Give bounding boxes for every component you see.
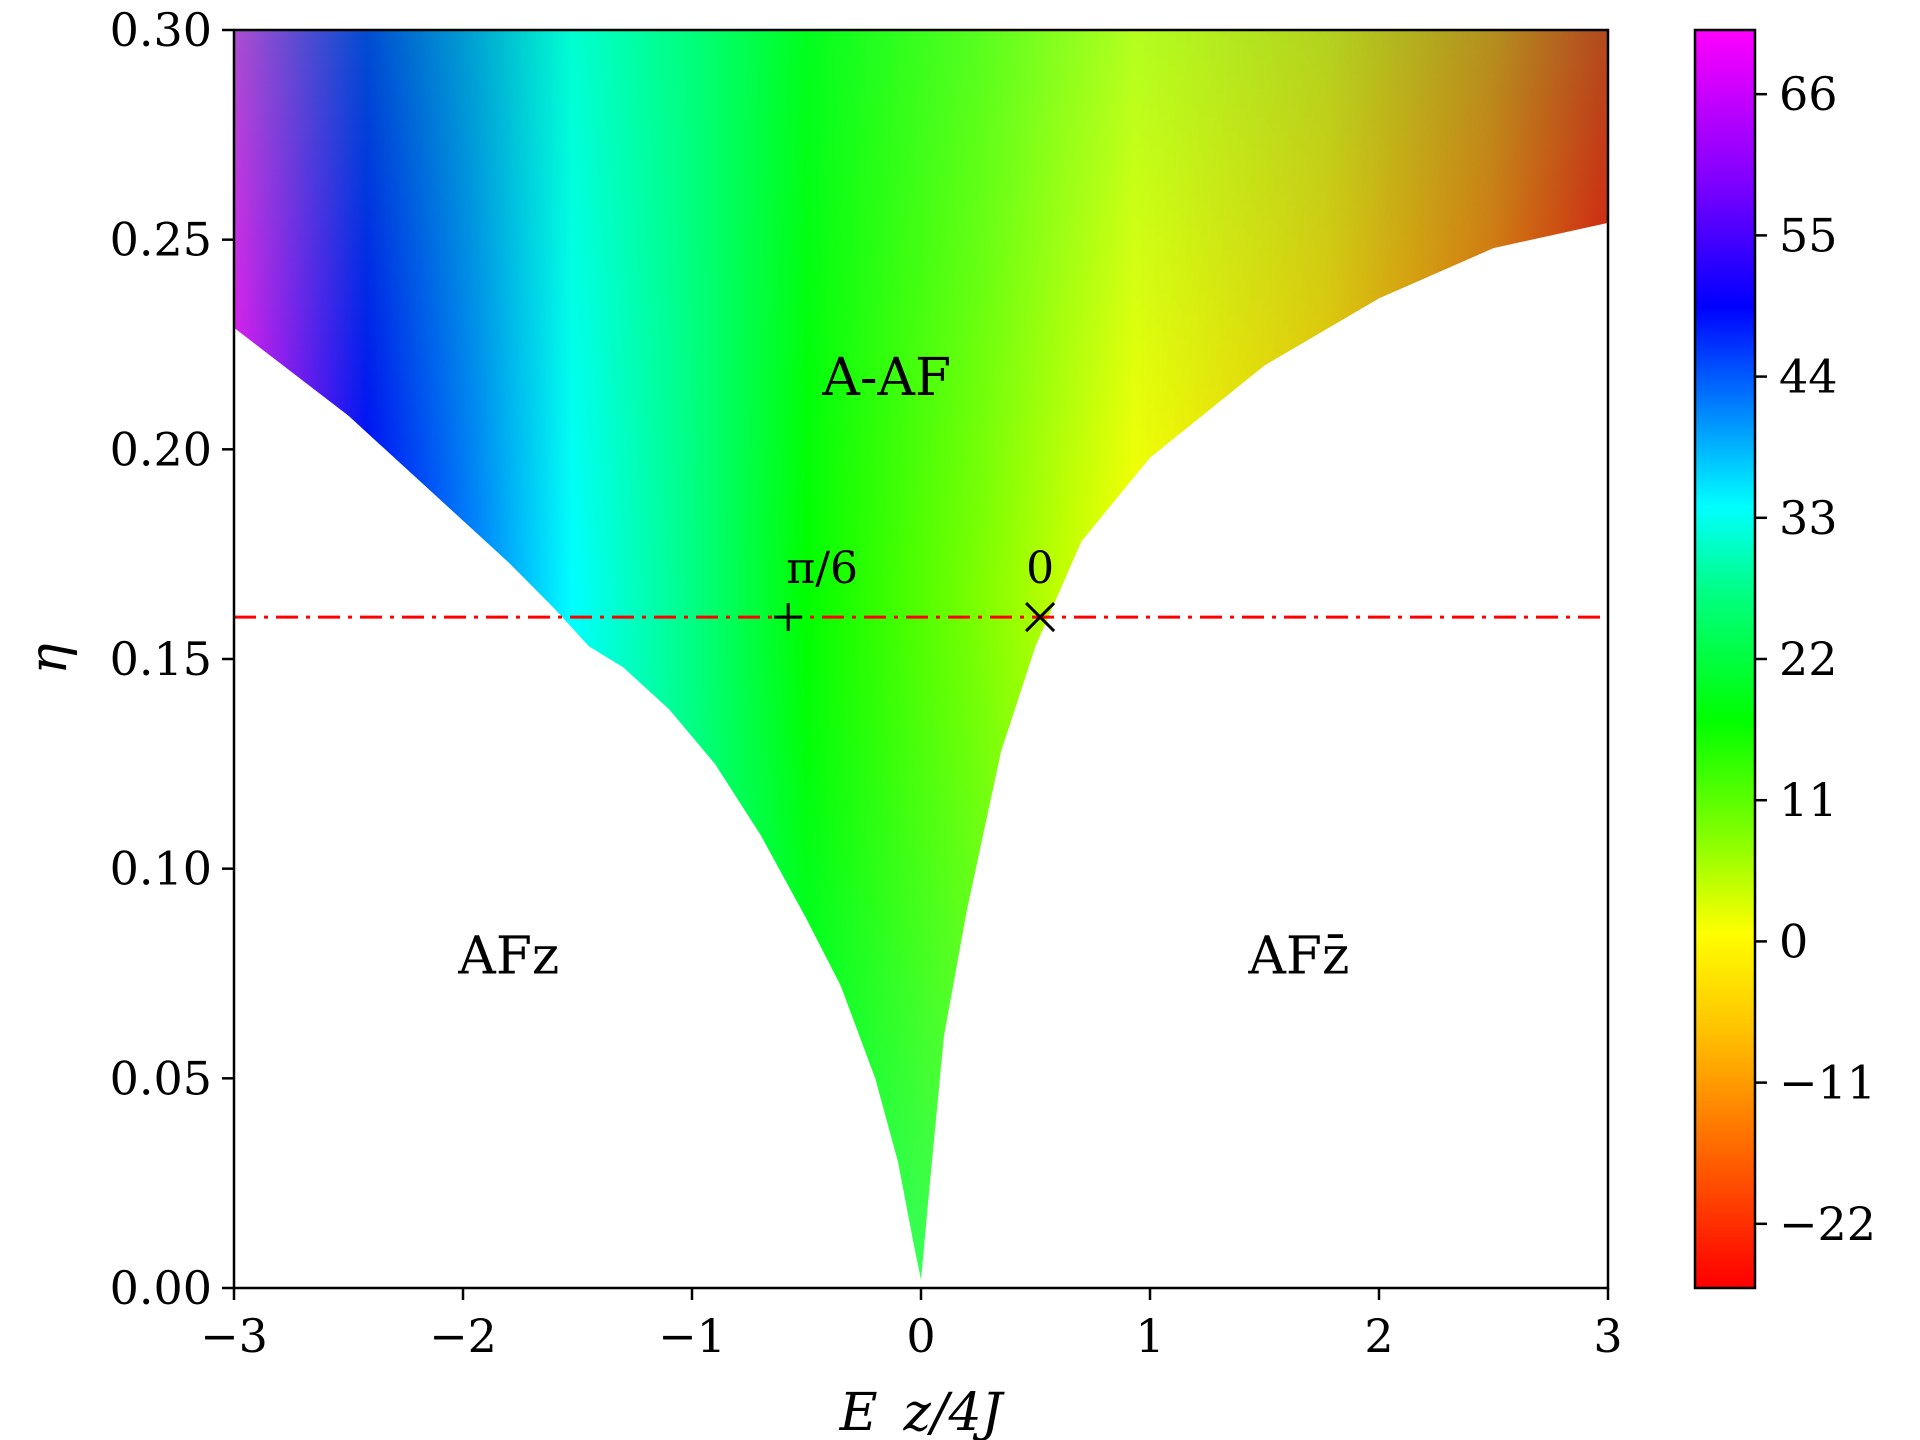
x-marker-diagonal [1025,602,1056,633]
colorbar-tick-label: 66 [1779,67,1838,121]
y-tick-label: 0.25 [110,213,212,267]
x-tick-label: 1 [1135,1309,1164,1363]
colorbar-tick-label: −22 [1779,1197,1876,1251]
region-label-0: A-AF [821,348,951,408]
region-label-1: AFz [457,927,559,987]
x-tick-label: 3 [1593,1309,1622,1363]
x-tick-label: −1 [658,1309,726,1363]
y-tick-label: 0.10 [110,842,212,896]
y-tick-label: 0.05 [110,1051,212,1105]
y-axis-ticks: 0.00 0.05 0.10 0.15 0.20 0.25 0.30 [110,3,234,1315]
region-labels-group: A-AF AFz AFz̄ [457,348,1349,987]
x-tick-label: −2 [429,1309,497,1363]
colorbar-tick-label: 33 [1779,491,1838,545]
x-tick-label: −3 [200,1309,268,1363]
y-tick-label: 0.15 [110,632,212,686]
colorbar-tick-label: 55 [1779,208,1838,262]
marker-label: 0 [1026,543,1054,594]
marker-0: π/6 [774,543,858,632]
colorbar-ticks: 66 55 44 33 22 11 0 −11 −22 [1755,67,1876,1251]
x-axis-ticks: −3 −2 −1 0 1 2 3 [200,1288,1623,1363]
colorbar-tick-label: 0 [1779,914,1808,968]
x-axis-title: E_z/4J [839,1383,1006,1440]
y-tick-label: 0.30 [110,3,212,57]
marker-1: 0 [1025,543,1056,633]
colorbar-tick-label: 22 [1779,632,1838,686]
y-tick-label: 0.00 [110,1261,212,1315]
marker-label: π/6 [786,543,858,594]
colorbar-tick-label: 44 [1779,350,1838,404]
colorbar-tick-label: 11 [1779,773,1838,827]
colorbar [1695,30,1755,1288]
colorbar-tick-label: −11 [1779,1056,1876,1110]
y-axis-title: η [19,643,79,674]
region-label-2: AFz̄ [1247,927,1349,987]
x-tick-label: 0 [906,1309,935,1363]
markers-group: π/6 0 [774,543,1056,633]
y-tick-label: 0.20 [110,422,212,476]
x-tick-label: 2 [1364,1309,1393,1363]
color-field-shading [234,30,1608,1280]
